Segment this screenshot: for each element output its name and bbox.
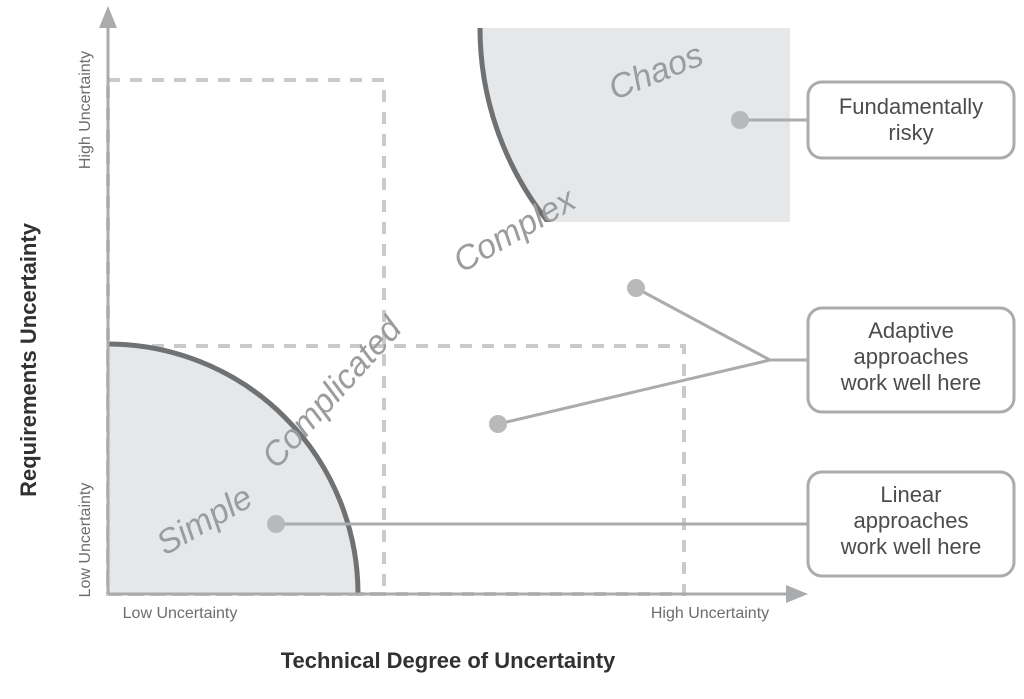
callout-linear-line1: Linear bbox=[880, 482, 941, 507]
callout-linear: Linear approaches work well here bbox=[808, 472, 1014, 576]
complicated-label: Complicated bbox=[254, 309, 409, 476]
dot-linear bbox=[267, 515, 285, 533]
leader-adaptive-1 bbox=[636, 288, 770, 360]
chaos-region bbox=[480, 0, 1024, 338]
y-axis-arrowhead bbox=[99, 6, 117, 28]
x-low-label: Low Uncertainty bbox=[123, 605, 238, 622]
chaos-fill bbox=[480, 0, 1024, 338]
callout-risky-line1: Fundamentally bbox=[839, 94, 983, 119]
callout-adaptive-line3: work well here bbox=[840, 370, 982, 395]
uncertainty-diagram: Chaos Simple Complicated Complex Fundame… bbox=[0, 0, 1024, 699]
callout-adaptive-line2: approaches bbox=[854, 344, 969, 369]
callout-adaptive: Adaptive approaches work well here bbox=[808, 308, 1014, 412]
callout-risky: Fundamentally risky bbox=[808, 82, 1014, 158]
dot-adaptive-1 bbox=[627, 279, 645, 297]
callout-adaptive-line1: Adaptive bbox=[868, 318, 954, 343]
y-high-label: High Uncertainty bbox=[77, 51, 94, 169]
leader-adaptive-2 bbox=[498, 360, 770, 424]
y-low-label: Low Uncertainty bbox=[77, 483, 94, 598]
dot-risky bbox=[731, 111, 749, 129]
x-axis-arrowhead bbox=[786, 585, 808, 603]
callout-risky-line2: risky bbox=[888, 120, 933, 145]
complex-label: Complex bbox=[447, 180, 583, 280]
x-axis-label: Technical Degree of Uncertainty bbox=[281, 648, 616, 673]
callout-linear-line2: approaches bbox=[854, 508, 969, 533]
y-axis-label: Requirements Uncertainty bbox=[16, 222, 41, 497]
x-high-label: High Uncertainty bbox=[651, 605, 769, 622]
callout-linear-line3: work well here bbox=[840, 534, 982, 559]
dot-adaptive-2 bbox=[489, 415, 507, 433]
